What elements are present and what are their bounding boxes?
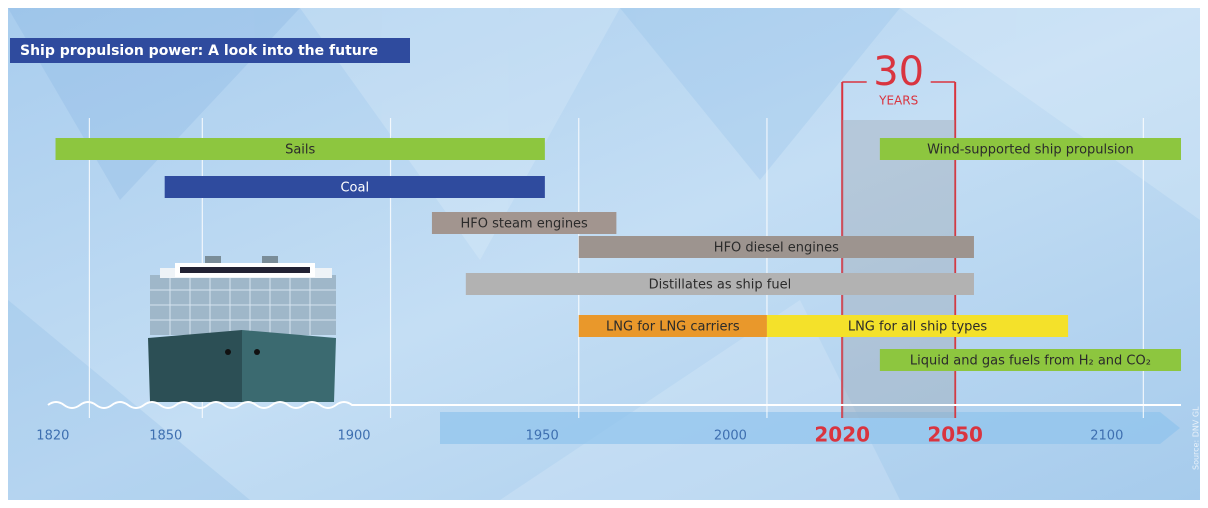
x-tick-label: 2050 xyxy=(927,423,983,447)
bar-label: Distillates as ship fuel xyxy=(649,278,792,293)
page: Ship propulsion power: A look into the f… xyxy=(0,0,1208,508)
highlight-label: YEARS xyxy=(878,94,918,108)
x-tick-label: 1850 xyxy=(149,429,182,444)
bar-label: HFO diesel engines xyxy=(714,241,839,256)
x-tick-label: 2020 xyxy=(814,423,870,447)
bar-label: Liquid and gas fuels from H₂ and CO₂ xyxy=(910,354,1151,369)
x-tick-label: 1820 xyxy=(36,429,69,444)
source: Source: DNV GL xyxy=(1192,406,1201,470)
highlight-band xyxy=(842,120,955,418)
x-tick-label: 1950 xyxy=(526,429,559,444)
bar-label: Coal xyxy=(340,181,369,196)
bar-label: LNG for all ship types xyxy=(848,320,988,335)
chart: Ship propulsion power: A look into the f… xyxy=(0,0,1208,508)
bar-label: Sails xyxy=(285,143,315,158)
x-tick-label: 2100 xyxy=(1090,429,1123,444)
x-tick-label: 1900 xyxy=(337,429,370,444)
ship xyxy=(148,256,336,402)
x-tick-label: 2000 xyxy=(714,429,747,444)
bar-label: Wind-supported ship propulsion xyxy=(927,143,1134,158)
bar-label: LNG for LNG carriers xyxy=(606,320,740,335)
bar-label: HFO steam engines xyxy=(460,217,588,232)
chart-title: Ship propulsion power: A look into the f… xyxy=(20,43,378,59)
highlight-number: 30 xyxy=(873,49,924,95)
